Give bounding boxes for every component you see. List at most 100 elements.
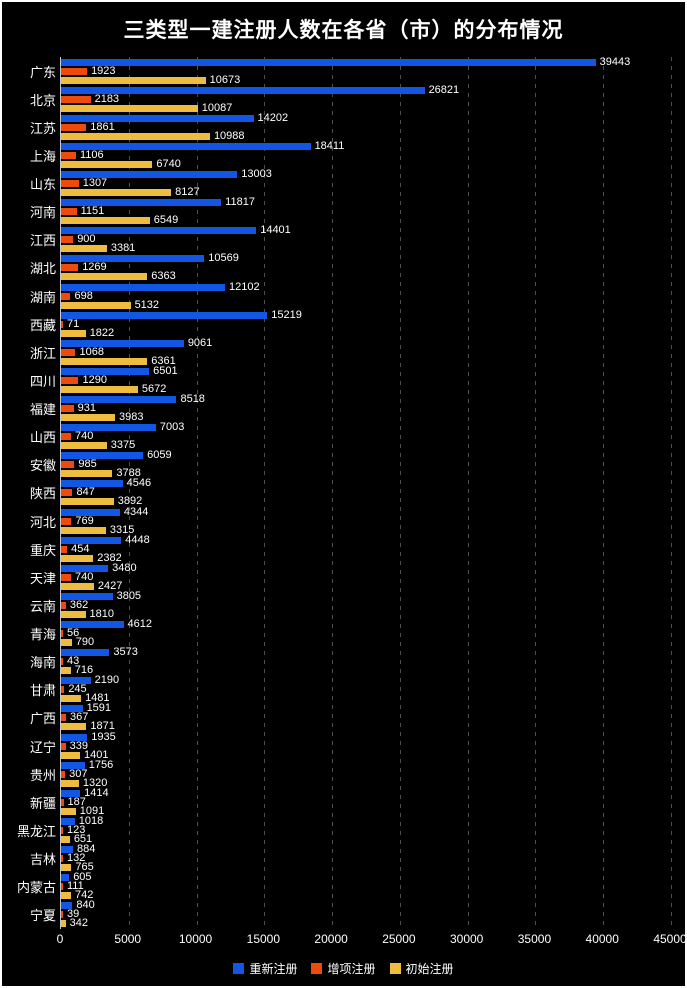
value-label: 3315	[109, 523, 135, 536]
value-label: 1810	[89, 607, 115, 620]
bar-row: 6740	[61, 158, 671, 169]
bar-row: 3375	[61, 440, 671, 451]
addition-bar	[61, 151, 76, 159]
initial-bar	[61, 807, 76, 815]
value-label: 6059	[147, 449, 172, 462]
bar-group: 贵州 1756 307 1320	[30, 759, 671, 788]
bar-row: 362	[61, 599, 671, 610]
addition-bar	[61, 630, 63, 638]
bar-row: 931	[61, 402, 671, 415]
bar-group: 陕西 4546 847 3892	[30, 478, 671, 508]
bar-group: 安徽 6059 985 3788	[30, 449, 671, 479]
bar-row: 367	[61, 712, 671, 723]
value-label: 6361	[151, 354, 176, 367]
value-label: 931	[77, 402, 96, 415]
value-label: 26821	[428, 83, 460, 96]
initial-bar	[61, 920, 66, 928]
value-label: 2382	[97, 551, 122, 564]
legend-swatch-icon	[389, 963, 401, 974]
renew-bar	[61, 621, 124, 629]
bar-row: 307	[61, 768, 671, 779]
bar-row: 454	[61, 543, 671, 554]
addition-bar	[61, 517, 72, 525]
x-tick-label: 5000	[114, 932, 142, 946]
initial-bar	[61, 779, 79, 787]
initial-bar	[61, 414, 115, 422]
bar-row: 1151	[61, 206, 671, 217]
bar-row: 39443	[61, 56, 671, 67]
renew-bar	[61, 367, 150, 375]
category-label: 山东	[29, 177, 56, 193]
value-label: 605	[73, 871, 92, 884]
value-label: 3983	[118, 411, 144, 424]
category-label: 吉林	[29, 852, 56, 868]
bar-group: 河南 11817 1151 6549	[30, 197, 671, 226]
value-label: 2427	[97, 579, 123, 592]
renew-bar	[61, 592, 113, 600]
legend-item-addition: 增项注册	[311, 960, 376, 977]
bar-row: 6059	[61, 449, 671, 462]
renew-bar	[61, 733, 88, 741]
value-label: 5672	[141, 382, 167, 395]
bar-row: 39	[61, 909, 671, 920]
renew-bar	[61, 677, 91, 685]
bar-group: 重庆 4448 454 2382	[30, 534, 671, 564]
bar-group: 河北 4344 769 3315	[30, 505, 671, 536]
addition-bar	[61, 573, 72, 581]
addition-bar	[61, 714, 66, 722]
value-label: 14202	[257, 111, 289, 124]
bar-group: 天津 3480 740 2427	[30, 562, 671, 592]
bar-row: 651	[61, 832, 671, 845]
category-label: 江苏	[29, 120, 56, 136]
value-label: 1923	[91, 64, 116, 77]
value-label: 71	[67, 317, 80, 330]
value-label: 56	[67, 627, 80, 640]
initial-bar	[61, 639, 72, 647]
bar-row: 187	[61, 796, 671, 807]
value-label: 2190	[94, 674, 120, 687]
gridline	[128, 57, 130, 929]
renew-bar	[61, 649, 110, 657]
value-label: 765	[75, 861, 94, 874]
bar-row: 1320	[61, 777, 671, 788]
value-label: 1106	[79, 148, 104, 161]
addition-bar	[61, 770, 66, 778]
value-label: 769	[75, 514, 94, 527]
value-label: 651	[73, 832, 93, 845]
initial-bar	[61, 132, 210, 140]
category-label: 湖北	[29, 261, 56, 277]
value-label: 740	[75, 430, 94, 443]
bar-row: 740	[61, 571, 671, 582]
renew-bar	[61, 86, 425, 94]
bar-row: 8127	[61, 187, 671, 198]
value-label: 985	[78, 458, 97, 471]
value-label: 43	[67, 655, 80, 668]
addition-bar	[61, 95, 91, 103]
bar-row: 900	[61, 234, 671, 245]
addition-bar	[61, 67, 88, 75]
renew-bar	[61, 396, 177, 404]
bar-row: 698	[61, 290, 671, 301]
bar-row: 1481	[61, 693, 671, 704]
value-label: 8518	[180, 393, 205, 406]
category-label: 河北	[29, 514, 56, 530]
category-label: 上海	[29, 148, 56, 164]
addition-bar	[61, 658, 63, 666]
bar-row: 6501	[61, 365, 671, 376]
bar-row: 840	[61, 900, 671, 911]
value-label: 847	[76, 486, 95, 499]
value-label: 4344	[123, 505, 149, 518]
bar-group: 福建 8518 931 3983	[30, 393, 671, 424]
legend-swatch-icon	[233, 963, 245, 974]
category-label: 西藏	[29, 317, 56, 333]
bar-group: 北京 26821 2183 10087	[30, 83, 671, 113]
addition-bar	[61, 489, 73, 497]
addition-bar	[61, 826, 63, 834]
value-label: 3892	[117, 495, 143, 508]
initial-bar	[61, 667, 71, 675]
bar-group: 甘肃 2190 245 1481	[30, 674, 671, 704]
bar-row: 5672	[61, 382, 671, 395]
addition-bar	[61, 798, 64, 806]
bar-row: 11817	[61, 197, 671, 208]
